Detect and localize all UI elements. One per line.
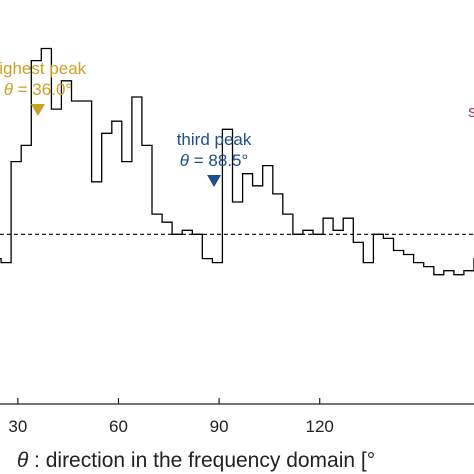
x-tick-label-90: 90 (210, 417, 229, 436)
annotations: highest peak θ = 36.0° third peak θ = 88.5°… (0, 59, 474, 187)
x-axis-title-rest: : direction in the frequency domain [° (28, 449, 375, 472)
x-tick-label-30: 30 (8, 417, 27, 436)
annotation-highest-value: θ = 36.0° (4, 80, 73, 99)
annotation-highest-label: highest peak (0, 59, 87, 78)
annotation-third-value: θ = 88.5° (180, 151, 249, 170)
x-axis-ticks: 30 60 90 120 (8, 398, 334, 436)
x-tick-label-120: 120 (306, 417, 334, 436)
annotation-highest-marker (30, 104, 45, 116)
annotation-third-marker (207, 175, 222, 187)
x-axis-title: θ : direction in the frequency domain [° (17, 449, 375, 472)
x-axis-title-var: θ (17, 449, 29, 472)
series-step-line (0, 47, 474, 276)
x-tick-label-60: 60 (109, 417, 128, 436)
annotation-second-label: s (468, 102, 474, 121)
annotation-third-label: third peak (177, 130, 252, 149)
